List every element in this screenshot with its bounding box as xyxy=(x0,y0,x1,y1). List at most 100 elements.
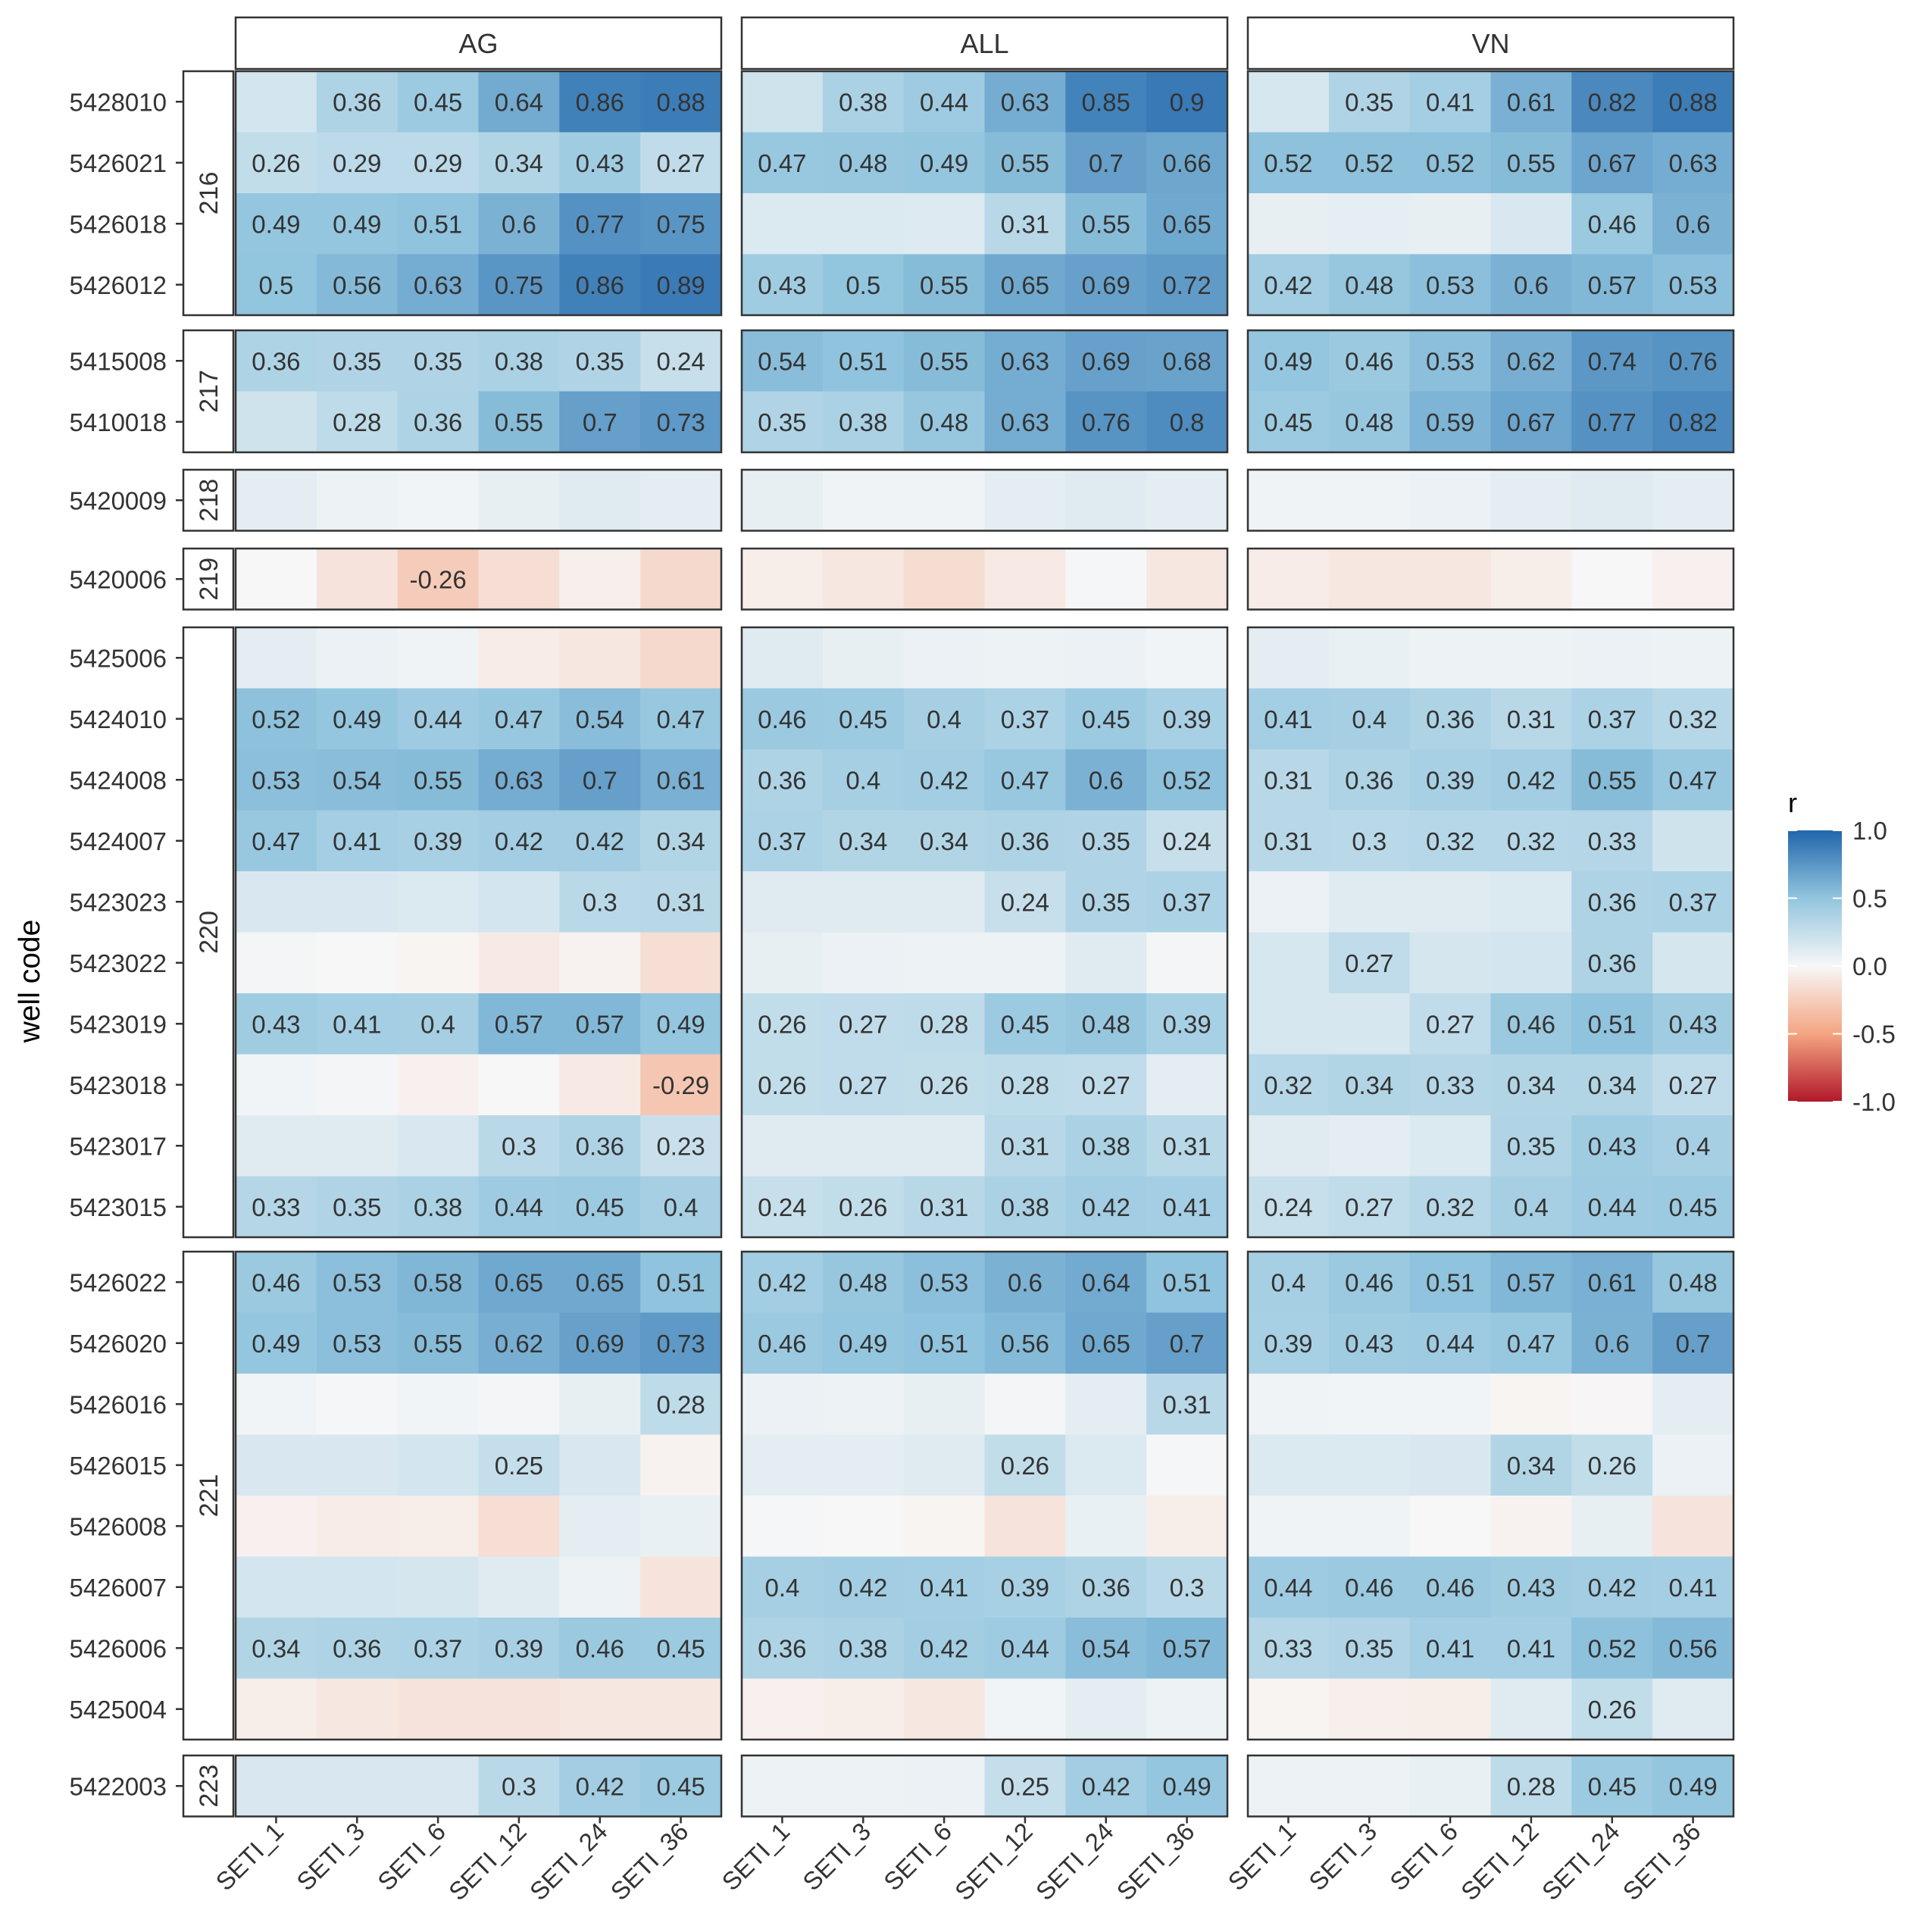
cell-value-label: 0.24 xyxy=(1264,1193,1312,1221)
cell-value-label: 0.55 xyxy=(920,271,968,299)
panel-border xyxy=(1246,1250,1735,1741)
panel-border xyxy=(740,1250,1229,1741)
heatmap-cell xyxy=(1065,932,1147,994)
heatmap-cell xyxy=(1328,330,1411,392)
heatmap-cell xyxy=(478,330,560,392)
heatmap-cell xyxy=(1490,330,1572,392)
cell-value-label: 0.42 xyxy=(920,1634,968,1662)
panel-border xyxy=(1246,329,1735,454)
heatmap-cell xyxy=(640,810,722,872)
panel-border xyxy=(234,1754,723,1818)
heatmap-cell xyxy=(559,549,641,611)
heatmap-cell xyxy=(236,688,317,750)
heatmap-cell xyxy=(640,254,722,316)
heatmap-cell xyxy=(397,132,480,194)
heatmap-cell xyxy=(984,132,1066,194)
cell-value-label: 0.48 xyxy=(1345,408,1393,436)
heatmap-cell xyxy=(640,1678,722,1740)
heatmap-cell xyxy=(984,993,1066,1055)
heatmap-cell xyxy=(1490,627,1572,689)
x-tick-label: SETI_12 xyxy=(443,1817,532,1905)
cell-value-label: 0.34 xyxy=(252,1634,300,1662)
heatmap-cell xyxy=(1065,1176,1147,1238)
heatmap-cell xyxy=(1248,1252,1330,1314)
heatmap-cell xyxy=(1490,749,1572,811)
heatmap-cell xyxy=(1652,993,1734,1055)
heatmap-cell xyxy=(559,627,641,689)
heatmap-cell xyxy=(397,688,480,750)
heatmap-cell xyxy=(316,1252,399,1314)
cell-value-label: 0.26 xyxy=(1588,1696,1637,1724)
heatmap-cell xyxy=(984,871,1066,933)
heatmap-cell xyxy=(1328,193,1411,255)
cell-value-label: 0.36 xyxy=(758,766,806,794)
cell-value-label: 0.6 xyxy=(1008,1268,1043,1296)
heatmap-cell xyxy=(478,1556,560,1618)
cell-value-label: 0.34 xyxy=(1345,1071,1393,1099)
x-tick-label: SETI_3 xyxy=(797,1817,876,1896)
heatmap-cell xyxy=(1065,1755,1147,1818)
cell-value-label: 0.48 xyxy=(920,408,968,436)
heatmap-cell xyxy=(1065,749,1147,811)
cell-value-label: 0.36 xyxy=(1001,827,1049,855)
cell-value-label: 0.38 xyxy=(839,88,887,116)
cell-value-label: 0.42 xyxy=(1082,1193,1130,1221)
x-tick-label: SETI_24 xyxy=(524,1817,613,1905)
cell-value-label: 0.45 xyxy=(414,88,462,116)
heatmap-cell xyxy=(1065,1434,1147,1496)
heatmap-cell xyxy=(984,254,1066,316)
heatmap-cell xyxy=(1146,932,1228,994)
panel-border xyxy=(234,1250,723,1741)
heatmap-cell xyxy=(236,132,317,194)
cell-value-label: 0.36 xyxy=(576,1132,624,1160)
cell-value-label: 0.48 xyxy=(839,1268,887,1296)
cell-value-label: 0.58 xyxy=(414,1268,462,1296)
heatmap-cell xyxy=(478,871,560,933)
cell-value-label: 0.28 xyxy=(1507,1772,1555,1800)
cell-value-label: 0.4 xyxy=(420,1010,455,1038)
cell-value-label: 0.47 xyxy=(656,705,705,733)
cell-value-label: -0.26 xyxy=(409,565,466,593)
heatmap-cell xyxy=(1146,470,1228,532)
cell-value-label: 0.57 xyxy=(1162,1634,1211,1662)
heatmap-cell xyxy=(236,627,317,689)
heatmap-cell xyxy=(397,1434,480,1496)
heatmap-cell xyxy=(822,932,905,994)
heatmap-cell xyxy=(1409,254,1492,316)
cell-value-label: 0.4 xyxy=(1352,705,1386,733)
heatmap-cell xyxy=(1065,810,1147,872)
cell-value-label: 0.76 xyxy=(1668,347,1717,375)
heatmap-cell xyxy=(397,1618,480,1680)
cell-value-label: 0.57 xyxy=(576,1010,624,1038)
heatmap-cell xyxy=(478,254,560,316)
heatmap-cell xyxy=(984,71,1066,133)
y-tick-label: 5426007 xyxy=(70,1574,167,1602)
cell-value-label: 0.52 xyxy=(1426,149,1474,177)
heatmap-cell xyxy=(1571,627,1653,689)
heatmap-cell xyxy=(316,1374,399,1436)
heatmap-cell xyxy=(1248,1374,1330,1436)
cell-value-label: 0.34 xyxy=(656,827,705,855)
cell-value-label: 0.65 xyxy=(495,1268,543,1296)
cell-value-label: 0.57 xyxy=(1588,271,1637,299)
cell-value-label: 0.37 xyxy=(1162,888,1211,916)
heatmap-cell xyxy=(984,330,1066,392)
heatmap-cell xyxy=(742,254,824,316)
heatmap-cell xyxy=(559,193,641,255)
row-strip-217 xyxy=(182,329,235,454)
heatmap-cell xyxy=(903,749,986,811)
cell-value-label: 0.46 xyxy=(252,1268,300,1296)
y-tick-label: 5426006 xyxy=(70,1634,167,1662)
cell-value-label: 0.32 xyxy=(1426,1193,1474,1221)
heatmap-cell xyxy=(1652,1115,1734,1177)
cell-value-label: 0.47 xyxy=(252,827,300,855)
cell-value-label: 0.27 xyxy=(839,1010,887,1038)
cell-value-label: 0.41 xyxy=(333,1010,381,1038)
row-strip-219 xyxy=(182,547,235,611)
heatmap-cell xyxy=(984,1434,1066,1496)
x-tick-label: SETI_1 xyxy=(716,1817,795,1896)
panel-border xyxy=(740,547,1229,611)
heatmap-cell xyxy=(1065,470,1147,532)
heatmap-cell xyxy=(984,391,1066,453)
